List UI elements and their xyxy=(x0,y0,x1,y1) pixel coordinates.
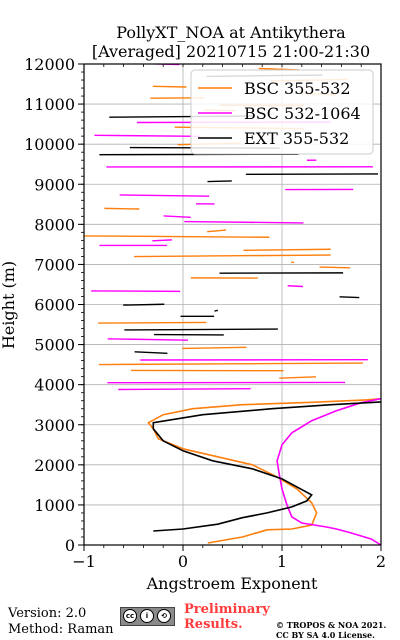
cc-license-icon: cc i ⟲ xyxy=(120,607,175,626)
noise-segment xyxy=(287,285,303,288)
noise-segment xyxy=(207,180,232,183)
copyright-line1: © TROPOS & NOA 2021. xyxy=(276,620,387,630)
y-tick-label: 6000 xyxy=(34,296,75,315)
noise-segment xyxy=(339,296,360,299)
noise-segment xyxy=(104,207,140,210)
y-tick-label: 5000 xyxy=(34,336,75,355)
noise-segment xyxy=(207,229,227,233)
y-axis-label: Height (m) xyxy=(0,261,18,349)
x-tick-label: −1 xyxy=(72,552,96,571)
y-tick-label: 9000 xyxy=(34,175,75,194)
noise-segment xyxy=(163,215,191,219)
chart-subtitle: [Averaged] 20210715 21:00-21:30 xyxy=(91,42,371,61)
noise-segment xyxy=(152,85,187,88)
noise-segment xyxy=(118,387,251,391)
preliminary-notice: Preliminary Results. xyxy=(184,602,270,632)
noise-segment xyxy=(98,362,363,366)
noise-segment xyxy=(107,338,188,341)
method-label: Method: Raman xyxy=(8,622,114,637)
copyright-notice: © TROPOS & NOA 2021. CC BY SA 4.0 Licens… xyxy=(276,620,386,640)
preliminary-line1: Preliminary xyxy=(184,602,270,617)
noise-segment xyxy=(243,248,331,252)
noise-segment xyxy=(279,376,317,379)
y-tick-label: 4000 xyxy=(34,376,75,395)
x-tick-label: 2 xyxy=(376,552,386,571)
series-group xyxy=(147,397,381,545)
noise-segment xyxy=(84,235,270,238)
y-tick-label: 0 xyxy=(65,536,75,555)
y-tick-label: 3000 xyxy=(34,416,75,435)
series-line-1 xyxy=(147,397,381,544)
noise-segment xyxy=(98,321,207,324)
noise-segment xyxy=(182,346,247,350)
noise-segment xyxy=(319,266,351,269)
x-tick-label: 0 xyxy=(178,552,188,571)
noise-segment xyxy=(214,309,219,312)
profile-noise-lines xyxy=(84,64,379,391)
copyright-line2: CC BY SA 4.0 License. xyxy=(276,630,375,640)
y-tick-label: 7000 xyxy=(34,255,75,274)
noise-segment xyxy=(152,239,172,242)
noise-segment xyxy=(134,351,168,355)
y-tick-label: 10000 xyxy=(24,135,75,154)
y-tick-label: 2000 xyxy=(34,456,75,475)
series-line-2 xyxy=(276,397,381,545)
legend-box xyxy=(190,69,374,155)
noise-segment xyxy=(291,261,295,264)
series-line-3 xyxy=(152,401,381,532)
y-tick-label: 12000 xyxy=(24,55,75,74)
noise-segment xyxy=(124,328,278,331)
noise-segment xyxy=(123,303,165,306)
y-tick-label: 1000 xyxy=(34,496,75,515)
noise-segment xyxy=(119,194,210,197)
noise-segment xyxy=(184,220,304,224)
x-axis-label: Angstroem Exponent xyxy=(146,574,318,593)
x-tick-label: 1 xyxy=(277,552,287,571)
chart-title: PollyXT_NOA at Antikythera xyxy=(116,23,346,42)
legend-label: EXT 355-532 xyxy=(244,129,349,148)
y-tick-label: 11000 xyxy=(24,95,75,114)
preliminary-line2: Results. xyxy=(184,617,243,632)
version-label: Version: 2.0 xyxy=(8,606,87,621)
legend-label: BSC 532-1064 xyxy=(244,104,361,123)
noise-segment xyxy=(134,254,331,258)
axis-ticks: −1 0 1 201000200030004000500060007000800090… xyxy=(24,55,386,571)
y-tick-label: 8000 xyxy=(34,215,75,234)
noise-segment xyxy=(94,134,200,138)
legend-label: BSC 355-532 xyxy=(244,79,351,98)
legend: BSC 355-532 BSC 532-1064 EXT 355-532 xyxy=(190,69,374,155)
